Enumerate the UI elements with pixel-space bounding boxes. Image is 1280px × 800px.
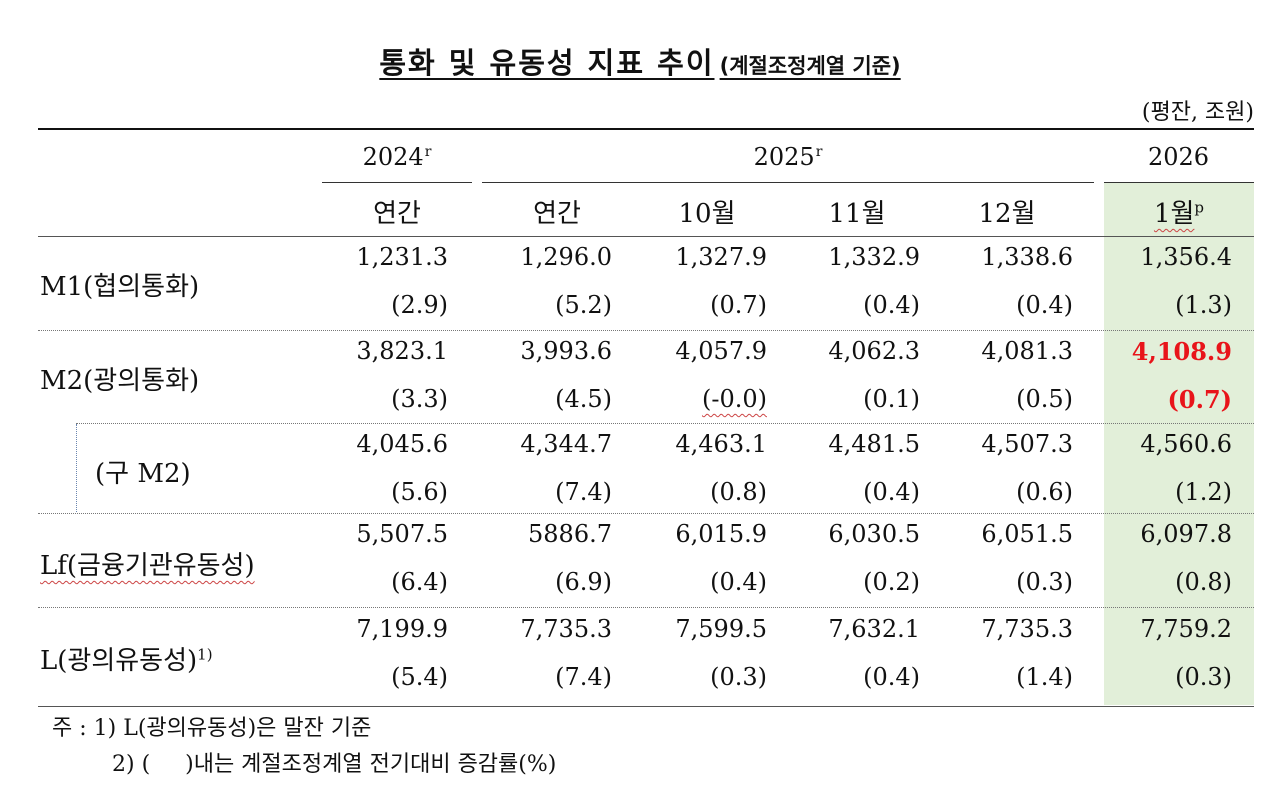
- change-cell: (3.3): [391, 385, 448, 413]
- footnote-1: 주 : 1) L(광의유동성)은 말잔 기준: [52, 716, 372, 741]
- row-label-text: L(광의유동성): [40, 646, 198, 676]
- change-cell: (5.6): [391, 478, 448, 506]
- change-cell: (0.4): [863, 663, 920, 691]
- change-cell: (0.8): [1175, 568, 1232, 596]
- change-cell: (4.5): [555, 385, 612, 413]
- row-label-footnote-mark: 1): [197, 645, 213, 664]
- row-rule: [76, 423, 1254, 424]
- value-cell: 7,632.1: [828, 615, 920, 643]
- value-cell: 7,735.3: [520, 615, 612, 643]
- change-cell: (2.9): [391, 291, 448, 319]
- highlight-column: [1104, 183, 1254, 705]
- change-cell: (6.9): [555, 568, 612, 596]
- unit-label: (평잔, 조원): [1141, 100, 1254, 125]
- value-cell: 4,560.6: [1140, 430, 1232, 458]
- change-cell: (0.1): [863, 385, 920, 413]
- value-cell: 1,338.6: [981, 243, 1073, 271]
- year-2024: 2024r: [362, 143, 432, 171]
- change-cell: (1.3): [1175, 291, 1232, 319]
- year-2025: 2025r: [753, 143, 823, 171]
- change-cell: (0.8): [710, 478, 767, 506]
- period-header: 10월: [678, 199, 736, 229]
- row-label: (구 M2): [95, 453, 191, 490]
- value-cell: 4,045.6: [356, 430, 448, 458]
- value-cell: 4,081.3: [981, 337, 1073, 365]
- value-cell: 1,327.9: [675, 243, 767, 271]
- row-label-text: Lf(금융기관유동성): [40, 551, 255, 581]
- title-note: (계절조정계열 기준): [719, 54, 901, 78]
- value-cell: 1,231.3: [356, 243, 448, 271]
- sub-row-indent-line: [76, 424, 77, 512]
- header-bottom-rule: [38, 236, 1254, 237]
- value-cell: 6,051.5: [981, 520, 1073, 548]
- year-2026: 2026: [1147, 143, 1210, 171]
- change-cell: (1.4): [1016, 663, 1073, 691]
- value-cell: 4,463.1: [675, 430, 767, 458]
- change-cell: (0.4): [863, 291, 920, 319]
- value-cell: 3,993.6: [520, 337, 612, 365]
- change-cell: (0.3): [1016, 568, 1073, 596]
- table-title: 통화 및 유동성 지표 추이 (계절조정계열 기준): [0, 40, 1280, 82]
- value-cell: 4,062.3: [828, 337, 920, 365]
- period-header: 12월: [978, 199, 1036, 229]
- row-label: Lf(금융기관유동성): [40, 545, 255, 582]
- header-rule-2024: [322, 182, 472, 183]
- value-cell: 1,332.9: [828, 243, 920, 271]
- value-cell: 7,199.9: [356, 615, 448, 643]
- value-cell: 5,507.5: [356, 520, 448, 548]
- change-cell: (0.2): [863, 568, 920, 596]
- value-cell: 4,108.9: [1131, 337, 1232, 366]
- change-cell: (0.7): [710, 291, 767, 319]
- table-bottom-rule: [38, 706, 1254, 707]
- change-cell: (-0.0): [701, 385, 767, 413]
- value-cell: 4,057.9: [675, 337, 767, 365]
- value-cell: 4,481.5: [828, 430, 920, 458]
- row-label: M1(협의통화): [40, 266, 199, 303]
- value-cell: 7,735.3: [981, 615, 1073, 643]
- value-cell: 3,823.1: [356, 337, 448, 365]
- value-cell: 4,344.7: [520, 430, 612, 458]
- row-label: M2(광의통화): [40, 360, 199, 397]
- header-rule-2025: [482, 182, 1094, 183]
- change-cell: (0.3): [1175, 663, 1232, 691]
- change-cell: (0.7): [1167, 385, 1232, 414]
- value-cell: 6,030.5: [828, 520, 920, 548]
- row-label-text: M2(광의통화): [40, 366, 200, 396]
- value-cell: 7,759.2: [1140, 615, 1232, 643]
- row-label-text: M1(협의통화): [40, 272, 200, 302]
- change-cell: (0.6): [1016, 478, 1073, 506]
- change-cell: (5.2): [555, 291, 612, 319]
- change-cell: (6.4): [391, 568, 448, 596]
- change-cell: (1.2): [1175, 478, 1232, 506]
- row-rule: [38, 513, 1254, 514]
- footnote-2: 2) ( )내는 계절조정계열 전기대비 증감률(%): [112, 752, 557, 777]
- value-cell: 4,507.3: [981, 430, 1073, 458]
- change-cell: (0.3): [710, 663, 767, 691]
- value-cell: 1,296.0: [520, 243, 612, 271]
- title-main: 통화 및 유동성 지표 추이: [379, 46, 715, 80]
- change-cell: (7.4): [555, 663, 612, 691]
- value-cell: 6,097.8: [1140, 520, 1232, 548]
- row-rule: [38, 330, 1254, 331]
- row-label: L(광의유동성)1): [40, 640, 213, 677]
- value-cell: 7,599.5: [675, 615, 767, 643]
- change-cell: (0.4): [710, 568, 767, 596]
- table-top-rule: [38, 128, 1254, 130]
- value-cell: 1,356.4: [1140, 243, 1232, 271]
- period-header: 연간: [533, 199, 581, 229]
- period-header: 11월: [828, 199, 886, 229]
- value-cell: 5886.7: [528, 520, 612, 548]
- period-header: 연간: [373, 199, 421, 229]
- change-cell: (0.4): [1016, 291, 1073, 319]
- change-cell: (5.4): [391, 663, 448, 691]
- row-label-text: (구 M2): [95, 459, 191, 489]
- value-cell: 6,015.9: [675, 520, 767, 548]
- period-header: 1월p: [1153, 198, 1205, 229]
- change-cell: (0.5): [1016, 385, 1073, 413]
- header-rule-2026: [1104, 182, 1254, 183]
- change-cell: (0.4): [863, 478, 920, 506]
- change-cell: (7.4): [555, 478, 612, 506]
- row-rule: [38, 607, 1254, 608]
